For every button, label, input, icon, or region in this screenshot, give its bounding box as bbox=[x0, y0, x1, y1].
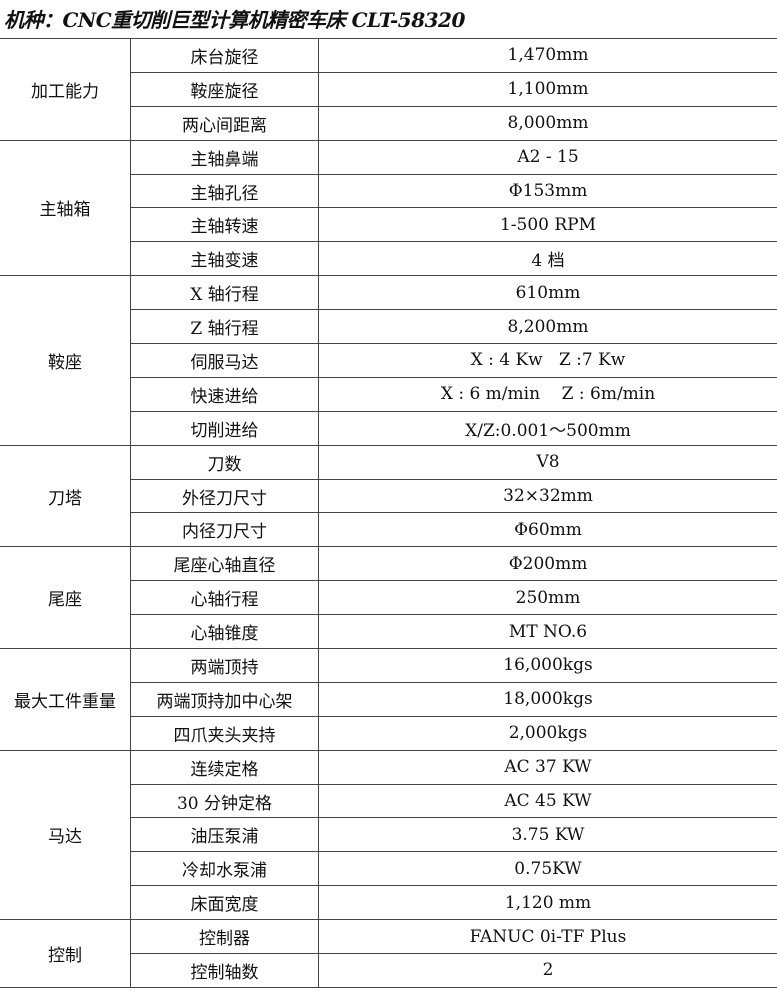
category-cell: 刀塔 bbox=[0, 444, 131, 548]
spec-name-cell: 快速进给 bbox=[130, 376, 319, 412]
table-row: 控制轴数 2 bbox=[0, 953, 777, 988]
table-row: 马达 连续定格 AC 37 KW bbox=[0, 749, 777, 921]
table-row: 内径刀尺寸 Φ60mm bbox=[0, 512, 777, 548]
table-row: 心轴行程 250mm bbox=[0, 580, 777, 616]
table-row: Z 轴行程 8,200mm bbox=[0, 309, 777, 345]
spec-name-cell: 两心间距离 bbox=[130, 105, 319, 141]
spec-value-cell: 3.75 KW bbox=[318, 817, 777, 853]
spec-name-cell: 两端顶持加中心架 bbox=[130, 681, 319, 717]
table-row: 最大工件重量 两端顶持 16,000kgs bbox=[0, 648, 777, 751]
spec-value-cell: Φ153mm bbox=[318, 173, 777, 209]
spec-name-cell: 外径刀尺寸 bbox=[130, 478, 319, 514]
spec-value-cell: 0.75KW bbox=[318, 851, 777, 887]
spec-name-cell: 刀数 bbox=[130, 444, 319, 480]
table-row: 鞍座旋径 1,100mm bbox=[0, 71, 777, 107]
spec-value-cell: 250mm bbox=[318, 580, 777, 616]
category-cell: 主轴箱 bbox=[0, 139, 131, 277]
spec-name-cell: 控制轴数 bbox=[130, 953, 319, 988]
table-row: 刀塔 刀数 V8 bbox=[0, 444, 777, 548]
table-row: 加工能力 床台旋径 1,470mm bbox=[0, 38, 777, 141]
spec-value-cell: X : 4 Kw Z :7 Kw bbox=[318, 343, 777, 378]
table-row: 主轴孔径 Φ153mm bbox=[0, 173, 777, 209]
spec-name-cell: Z 轴行程 bbox=[130, 309, 319, 345]
spec-value-cell: 32×32mm bbox=[318, 478, 777, 514]
table-row: 两端顶持加中心架 18,000kgs bbox=[0, 681, 777, 717]
spec-name-cell: 心轴行程 bbox=[130, 580, 319, 616]
spec-value-cell: Φ200mm bbox=[318, 546, 777, 582]
spec-name-cell: 连续定格 bbox=[130, 749, 319, 785]
spec-value-cell: 610mm bbox=[318, 275, 777, 311]
table-row: 四爪夹头夹持 2,000kgs bbox=[0, 715, 777, 751]
category-cell: 尾座 bbox=[0, 546, 131, 650]
spec-name-cell: 控制器 bbox=[130, 919, 319, 955]
spec-value-cell: 1-500 RPM bbox=[318, 207, 777, 243]
spec-name-cell: 床面宽度 bbox=[130, 885, 319, 921]
table-row: 30 分钟定格 AC 45 KW bbox=[0, 783, 777, 819]
spec-value-cell: A2 - 15 bbox=[318, 139, 777, 175]
spec-value-cell: 1,100mm bbox=[318, 71, 777, 107]
machine-title: 机种：CNC重切削巨型计算机精密车床 CLT-58320 bbox=[4, 8, 465, 32]
spec-value-cell: AC 45 KW bbox=[318, 783, 777, 819]
spec-value-cell: 2,000kgs bbox=[318, 715, 777, 751]
spec-value-cell: FANUC 0i-TF Plus bbox=[318, 919, 777, 955]
spec-name-cell: 主轴孔径 bbox=[130, 173, 319, 209]
spec-name-cell: 主轴鼻端 bbox=[130, 139, 319, 175]
category-cell: 最大工件重量 bbox=[0, 648, 131, 751]
spec-value-cell: 4 档 bbox=[318, 241, 777, 277]
spec-name-cell: 冷却水泵浦 bbox=[130, 851, 319, 887]
spec-name-cell: 尾座心轴直径 bbox=[130, 546, 319, 582]
table-row: 主轴变速 4 档 bbox=[0, 241, 777, 277]
spec-name-cell: 油压泵浦 bbox=[130, 817, 319, 853]
table-row: 心轴锥度 MT NO.6 bbox=[0, 614, 777, 650]
spec-value-cell: Φ60mm bbox=[318, 512, 777, 548]
table-row: 主轴转速 1-500 RPM bbox=[0, 207, 777, 243]
spec-name-cell: 四爪夹头夹持 bbox=[130, 715, 319, 751]
spec-name-cell: 内径刀尺寸 bbox=[130, 512, 319, 548]
spec-name-cell: 床台旋径 bbox=[130, 38, 319, 73]
spec-name-cell: 30 分钟定格 bbox=[130, 783, 319, 819]
spec-name-cell: X 轴行程 bbox=[130, 275, 319, 311]
spec-value-cell: 1,120 mm bbox=[318, 885, 777, 921]
spec-name-cell: 鞍座旋径 bbox=[130, 71, 319, 107]
table-row: 伺服马达 X : 4 Kw Z :7 Kw bbox=[0, 343, 777, 378]
spec-value-cell: X : 6 m/min Z : 6m/min bbox=[318, 376, 777, 412]
spec-value-cell: 8,000mm bbox=[318, 105, 777, 141]
table-row: 尾座 尾座心轴直径 Φ200mm bbox=[0, 546, 777, 650]
table-row: 油压泵浦 3.75 KW bbox=[0, 817, 777, 853]
spec-value-cell: X/Z:0.001～500mm bbox=[318, 410, 777, 446]
spec-name-cell: 伺服马达 bbox=[130, 343, 319, 378]
spec-value-cell: V8 bbox=[318, 444, 777, 480]
category-cell: 鞍座 bbox=[0, 275, 131, 446]
spec-name-cell: 主轴变速 bbox=[130, 241, 319, 277]
spec-name-cell: 心轴锥度 bbox=[130, 614, 319, 650]
spec-name-cell: 切削进给 bbox=[130, 410, 319, 446]
table-row: 控制 控制器 FANUC 0i-TF Plus bbox=[0, 919, 777, 988]
spec-value-cell: 2 bbox=[318, 953, 777, 988]
category-cell: 加工能力 bbox=[0, 38, 131, 141]
table-row: 主轴箱 主轴鼻端 A2 - 15 bbox=[0, 139, 777, 277]
spec-value-cell: 18,000kgs bbox=[318, 681, 777, 717]
spec-table: 加工能力 床台旋径 1,470mm 鞍座旋径 1,100mm 两心间距离 8,000mm 主轴… bbox=[0, 38, 777, 988]
spec-value-cell: 1,470mm bbox=[318, 38, 777, 73]
spec-value-cell: AC 37 KW bbox=[318, 749, 777, 785]
spec-name-cell: 主轴转速 bbox=[130, 207, 319, 243]
spec-value-cell: MT NO.6 bbox=[318, 614, 777, 650]
table-row: 冷却水泵浦 0.75KW bbox=[0, 851, 777, 887]
spec-name-cell: 两端顶持 bbox=[130, 648, 319, 683]
category-cell: 马达 bbox=[0, 749, 131, 921]
table-row: 切削进给 X/Z:0.001～500mm bbox=[0, 410, 777, 446]
spec-value-cell: 8,200mm bbox=[318, 309, 777, 345]
table-row: 快速进给 X : 6 m/min Z : 6m/min bbox=[0, 376, 777, 412]
table-row: 两心间距离 8,000mm bbox=[0, 105, 777, 141]
spec-value-cell: 16,000kgs bbox=[318, 648, 777, 683]
category-cell: 控制 bbox=[0, 919, 131, 988]
table-row: 鞍座 X 轴行程 610mm bbox=[0, 275, 777, 446]
table-row: 外径刀尺寸 32×32mm bbox=[0, 478, 777, 514]
